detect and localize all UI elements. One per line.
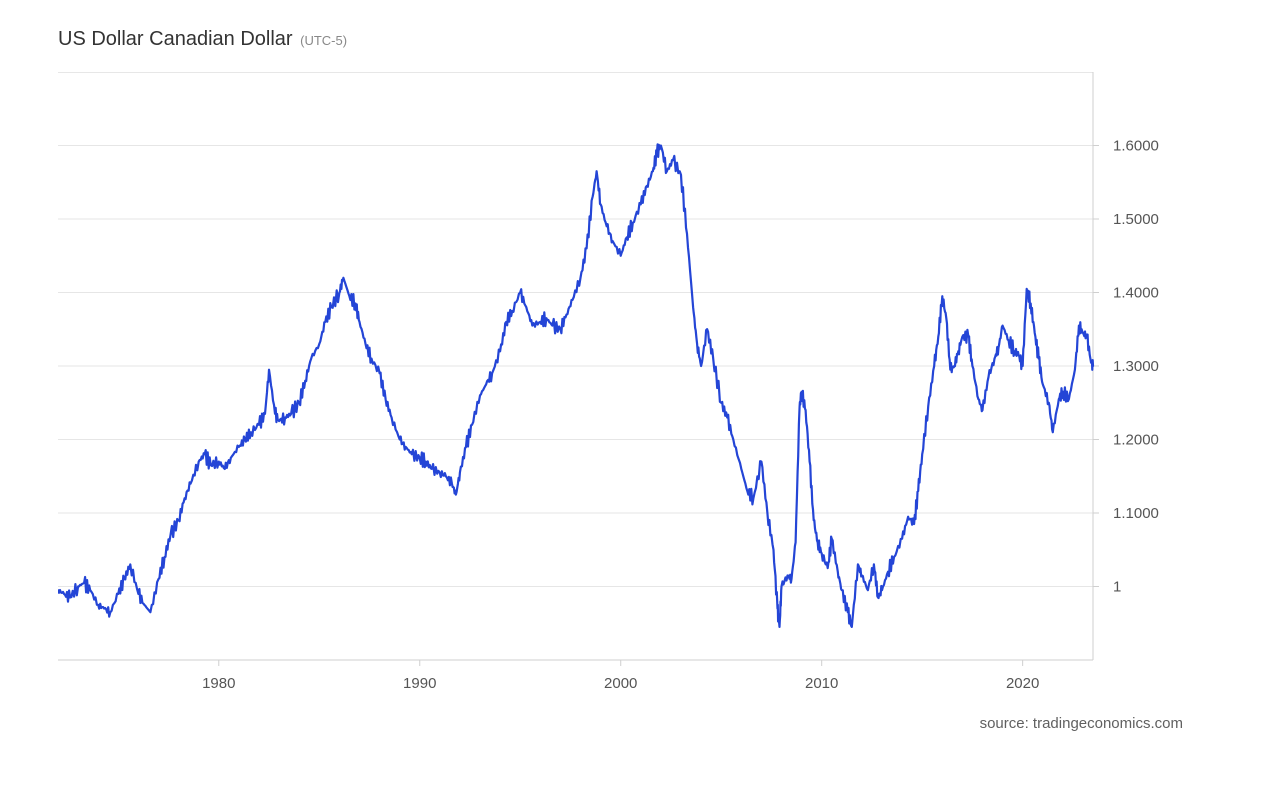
x-tick-label: 1990 [403, 675, 436, 692]
chart-plot: 1 1.1000 1.2000 1.3000 1.4000 1.5000 1.6000 198… [58, 72, 1183, 710]
x-tick-label: 2020 [1006, 675, 1039, 692]
chart-title-main: US Dollar Canadian Dollar [58, 28, 293, 50]
y-tick-label: 1.6000 [1113, 138, 1159, 155]
y-tick-label: 1.4000 [1113, 285, 1159, 302]
y-tick-label: 1.2000 [1113, 432, 1159, 449]
y-tick-label: 1.3000 [1113, 358, 1159, 375]
chart-title-suffix: (UTC-5) [300, 33, 347, 48]
x-tick-label: 2000 [604, 675, 637, 692]
y-tick-label: 1 [1113, 579, 1121, 596]
chart-title: US Dollar Canadian Dollar (UTC-5) [58, 28, 347, 51]
y-tick-label: 1.5000 [1113, 211, 1159, 228]
y-tick-label: 1.1000 [1113, 505, 1159, 522]
source-attribution: source: tradingeconomics.com [953, 715, 1183, 732]
x-tick-label: 2010 [805, 675, 838, 692]
x-tick-label: 1980 [202, 675, 235, 692]
